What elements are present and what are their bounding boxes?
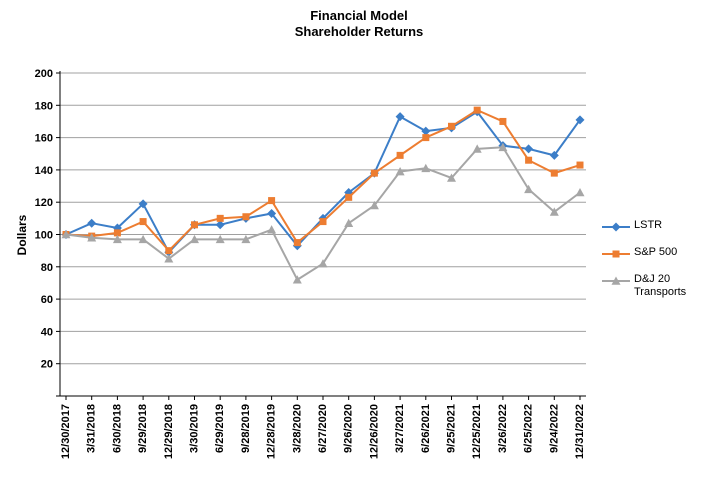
legend-sample-dj20 xyxy=(602,276,630,285)
svg-text:9/26/2020: 9/26/2020 xyxy=(343,404,355,453)
legend-sample-lstr xyxy=(602,222,630,232)
svg-text:3/30/2019: 3/30/2019 xyxy=(189,404,201,453)
chart-title-line2: Shareholder Returns xyxy=(294,24,424,39)
svg-text:6/26/2021: 6/26/2021 xyxy=(420,404,432,453)
svg-text:100: 100 xyxy=(35,230,53,242)
svg-text:12/25/2021: 12/25/2021 xyxy=(471,404,483,459)
svg-text:200: 200 xyxy=(35,68,53,80)
svg-text:3/28/2020: 3/28/2020 xyxy=(291,404,303,453)
svg-text:60: 60 xyxy=(41,294,53,306)
svg-text:6/25/2022: 6/25/2022 xyxy=(523,404,535,453)
svg-text:140: 140 xyxy=(35,165,53,177)
chart-title: Financial Model Shareholder Returns xyxy=(0,8,718,40)
svg-text:9/28/2019: 9/28/2019 xyxy=(240,404,252,453)
svg-text:12/28/2019: 12/28/2019 xyxy=(266,404,278,459)
legend-label-dj20: D&J 20 Transports xyxy=(634,273,687,298)
svg-text:12/30/2017: 12/30/2017 xyxy=(60,404,72,459)
svg-text:3/31/2018: 3/31/2018 xyxy=(86,404,98,453)
svg-text:3/27/2021: 3/27/2021 xyxy=(394,404,406,453)
legend-item-sp500: S&P 500 xyxy=(602,246,714,261)
legend-label-sp500: S&P 500 xyxy=(634,246,678,258)
svg-text:20: 20 xyxy=(41,359,53,371)
svg-text:180: 180 xyxy=(35,100,53,112)
svg-text:12/26/2020: 12/26/2020 xyxy=(368,404,380,459)
svg-text:3/26/2022: 3/26/2022 xyxy=(497,404,509,453)
svg-text:9/25/2021: 9/25/2021 xyxy=(446,404,458,453)
legend-label-lstr: LSTR xyxy=(634,219,663,231)
svg-text:6/27/2020: 6/27/2020 xyxy=(317,404,329,453)
legend-item-lstr: LSTR xyxy=(602,219,714,234)
svg-text:6/29/2019: 6/29/2019 xyxy=(214,404,226,453)
svg-text:160: 160 xyxy=(35,133,53,145)
svg-text:12/31/2022: 12/31/2022 xyxy=(574,404,586,459)
svg-text:9/29/2018: 9/29/2018 xyxy=(137,404,149,453)
svg-text:120: 120 xyxy=(35,197,53,209)
svg-text:9/24/2022: 9/24/2022 xyxy=(548,404,560,453)
chart-legend: LSTR S&P 500 D&J 20 Transports xyxy=(602,219,714,311)
svg-text:6/30/2018: 6/30/2018 xyxy=(111,404,123,453)
svg-text:80: 80 xyxy=(41,262,53,274)
legend-sample-sp500 xyxy=(602,250,630,258)
svg-text:40: 40 xyxy=(41,326,53,338)
legend-item-dj20: D&J 20 Transports xyxy=(602,273,714,299)
chart-title-line1: Financial Model xyxy=(310,8,408,23)
svg-text:12/29/2018: 12/29/2018 xyxy=(163,404,175,459)
